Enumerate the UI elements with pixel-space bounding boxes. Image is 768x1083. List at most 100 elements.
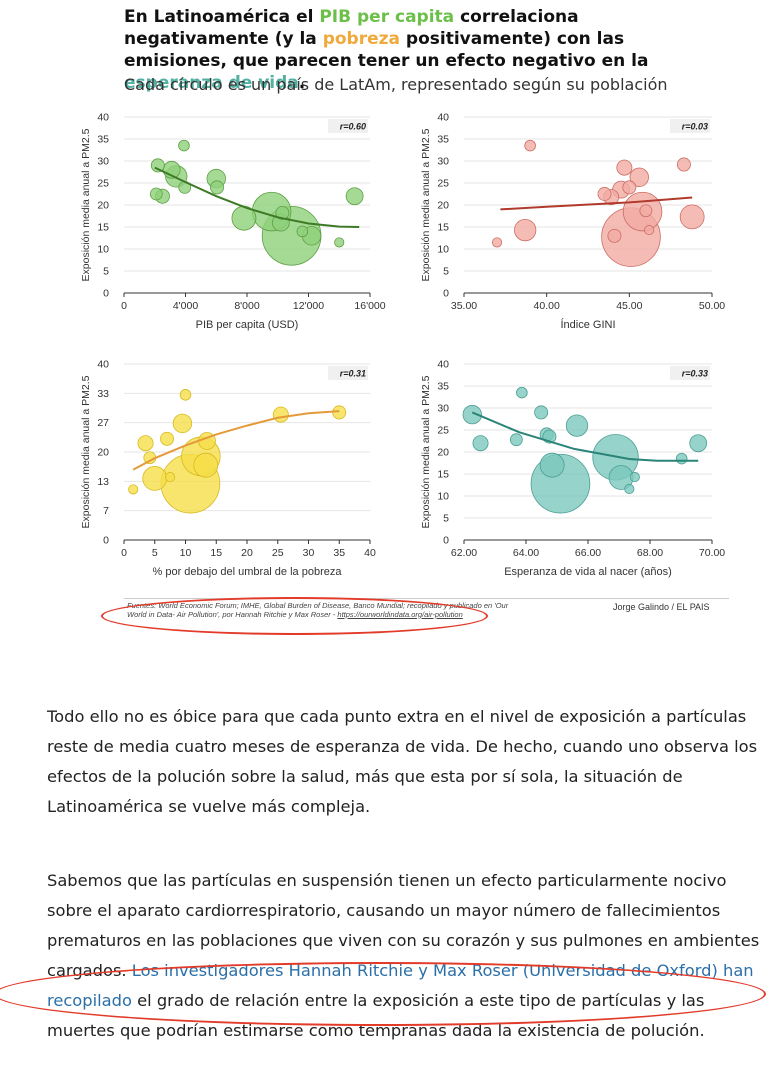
- y-tick-label: 7: [103, 505, 109, 517]
- x-tick-label: 12'000: [293, 300, 324, 312]
- data-point: [565, 414, 589, 437]
- x-tick-label: 64.00: [513, 547, 539, 559]
- y-tick-label: 27: [97, 417, 109, 429]
- trend-line: [154, 166, 360, 228]
- y-tick-label: 15: [437, 222, 449, 234]
- correlation-label: r=0.33: [682, 369, 708, 379]
- chart-subtitle: Cada círculo es un país de LatAm, repres…: [124, 75, 668, 94]
- r-badge: [670, 119, 710, 133]
- data-point: [165, 472, 176, 483]
- data-point: [272, 406, 289, 423]
- y-tick-label: 40: [97, 359, 109, 371]
- y-tick-label: 20: [437, 200, 449, 212]
- data-point: [193, 452, 219, 478]
- chart-3: 0 7 13 20 27 33 40 0 5 10 15 20 25 30 35 40 % por debajo…: [80, 359, 376, 579]
- data-point: [616, 159, 633, 176]
- x-tick-label: 66.00: [575, 547, 601, 559]
- data-point: [275, 205, 290, 220]
- y-tick-label: 33: [97, 388, 109, 400]
- y-tick-label: 20: [97, 200, 109, 212]
- red-annotation-oval: [0, 962, 766, 1026]
- x-tick-label: 0: [121, 547, 127, 559]
- footer-divider: [124, 598, 729, 599]
- y-tick-label: 10: [97, 244, 109, 256]
- trend-line: [500, 196, 693, 211]
- x-tick-label: 20: [241, 547, 253, 559]
- data-point: [516, 386, 528, 399]
- x-tick-label: 16'000: [354, 300, 385, 312]
- x-tick-label: 35.00: [451, 300, 477, 312]
- data-point: [524, 139, 536, 152]
- red-annotation-oval: [101, 597, 488, 635]
- x-tick-label: 10: [180, 547, 192, 559]
- y-tick-label: 5: [443, 513, 449, 525]
- chart-2: 0 5 10 15 20 25 30 35 40 35.00 40.00 45.00 50.00 Índi…: [420, 112, 725, 332]
- y-tick-label: 0: [103, 535, 109, 547]
- data-point: [629, 472, 640, 483]
- data-point: [629, 167, 649, 187]
- data-point: [179, 389, 192, 401]
- data-point: [462, 404, 482, 425]
- scatter-charts-grid: 0 5 10 15 20 25 30 35 40 0 4'000 8'000 12'000 16'000 P…: [80, 112, 725, 579]
- x-tick-label: 45.00: [616, 300, 642, 312]
- x-axis-label: PIB per capita (USD): [196, 319, 299, 331]
- y-axis-label: Exposición media anual a PM2.5: [80, 375, 92, 528]
- y-axis-label: Exposición media anual a PM2.5: [420, 375, 432, 528]
- y-tick-label: 40: [437, 359, 449, 371]
- data-point: [492, 237, 503, 248]
- correlation-label: r=0.60: [340, 122, 366, 132]
- data-point: [676, 157, 691, 172]
- y-tick-label: 30: [437, 403, 449, 415]
- data-point: [689, 434, 708, 453]
- headline-esperanza: esperanza de vida: [124, 73, 299, 93]
- data-point: [509, 433, 523, 447]
- y-tick-label: 20: [437, 447, 449, 459]
- chart-4: 0 5 10 15 20 25 30 35 40 62.00 64.00 66.00 68.00 70.0…: [420, 359, 725, 579]
- data-point: [172, 413, 193, 434]
- x-tick-label: 5: [152, 547, 158, 559]
- x-axis-label: Índice GINI: [560, 318, 615, 331]
- x-tick-label: 8'000: [234, 300, 260, 312]
- y-tick-label: 0: [103, 288, 109, 300]
- x-tick-label: 50.00: [699, 300, 725, 312]
- headline-pib: PIB per capita: [319, 7, 455, 27]
- headline-pobreza: pobreza: [322, 29, 400, 49]
- data-point: [334, 237, 345, 248]
- headline-part-4: .: [298, 73, 306, 93]
- data-point: [539, 452, 565, 478]
- data-point: [472, 435, 489, 452]
- y-tick-label: 0: [443, 535, 449, 547]
- x-tick-label: 68.00: [637, 547, 663, 559]
- data-point: [149, 187, 163, 201]
- y-tick-label: 5: [443, 266, 449, 278]
- y-tick-label: 25: [437, 425, 449, 437]
- y-axis-label: Exposición media anual a PM2.5: [420, 128, 432, 281]
- data-point: [534, 405, 549, 420]
- data-point: [607, 228, 622, 243]
- trend-line: [471, 411, 699, 462]
- y-tick-label: 40: [437, 112, 449, 124]
- footer-credit: Jorge Galindo / EL PAIS: [613, 602, 710, 612]
- data-point: [296, 225, 309, 238]
- y-axis-label: Exposición media anual a PM2.5: [80, 128, 92, 281]
- paragraph-text-before-link: Sabemos que las partículas en suspensión…: [47, 871, 760, 980]
- y-tick-label: 40: [97, 112, 109, 124]
- y-tick-label: 15: [437, 469, 449, 481]
- r-badge: [328, 366, 368, 380]
- correlation-label: r=0.03: [682, 122, 708, 132]
- y-tick-label: 25: [97, 178, 109, 190]
- y-tick-label: 35: [97, 134, 109, 146]
- y-tick-label: 0: [443, 288, 449, 300]
- data-point: [639, 204, 653, 218]
- x-tick-label: 25: [272, 547, 284, 559]
- data-point: [675, 452, 688, 465]
- y-tick-label: 5: [103, 266, 109, 278]
- x-tick-label: 40.00: [534, 300, 560, 312]
- data-point: [178, 139, 190, 152]
- data-point: [622, 180, 637, 195]
- headline-part-1: En Latinoamérica el: [124, 7, 320, 27]
- x-tick-label: 30: [303, 547, 315, 559]
- chart-1: 0 5 10 15 20 25 30 35 40 0 4'000 8'000 12'000 16'000 P…: [80, 112, 386, 332]
- data-point: [160, 431, 175, 446]
- x-tick-label: 15: [210, 547, 222, 559]
